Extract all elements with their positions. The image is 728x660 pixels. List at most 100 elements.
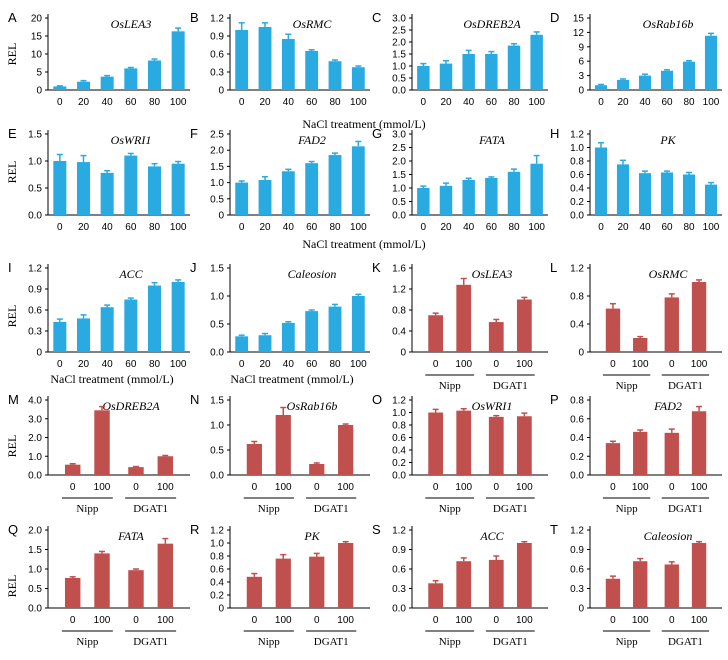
- x-tick-label: 0: [669, 482, 675, 493]
- panel-label: G: [372, 126, 382, 141]
- panel-label: I: [8, 260, 12, 275]
- panel-title: Caleosion: [288, 267, 337, 281]
- x-tick-label: 0: [598, 97, 604, 108]
- bar: [462, 54, 475, 90]
- y-tick-label: 0.0: [392, 211, 406, 222]
- bar: [171, 31, 185, 90]
- bar: [682, 174, 696, 215]
- x-tick-label: 0: [669, 359, 675, 370]
- panel-label: L: [550, 260, 557, 275]
- y-tick-label: 1.0: [28, 452, 42, 463]
- x-tick-label: 100: [350, 97, 367, 108]
- panel-label: Q: [8, 522, 18, 537]
- panel-b: B OsRMC 0 0.3 0.6 0.9 1.2 0 20 40 60 80 100: [190, 10, 370, 108]
- y-tick-label: 2.5: [210, 130, 224, 141]
- y-tick-label: 0.3: [392, 584, 406, 595]
- bar: [100, 76, 114, 90]
- bar: [53, 86, 67, 90]
- y-tick-label: 0.5: [210, 194, 224, 205]
- group-label: Nipp: [439, 380, 462, 392]
- bar: [258, 335, 272, 352]
- y-tick-label: 0.4: [570, 433, 584, 444]
- y-tick-label: 0.9: [210, 32, 224, 43]
- y-tick-label: 6: [578, 57, 584, 68]
- y-tick-label: 4.0: [28, 396, 42, 407]
- x-tick-label: 20: [259, 359, 271, 370]
- panel-title: OsLEA3: [472, 267, 513, 281]
- x-tick-label: 60: [125, 222, 137, 233]
- y-tick-label: 5: [36, 68, 42, 79]
- bar: [507, 45, 521, 90]
- y-tick-label: 0.9: [392, 545, 406, 556]
- x-tick-label: 100: [691, 359, 708, 370]
- x-tick-label: 0: [433, 482, 439, 493]
- x-tick-label: 0: [421, 97, 427, 108]
- panel-j: J Caleosion 0.0 0.5 1.0 1.5 0 20 40 60 80 100: [190, 260, 370, 370]
- y-tick-label: 1.2: [392, 285, 406, 296]
- x-tick-label: 20: [617, 97, 629, 108]
- bar: [64, 464, 81, 475]
- x-tick-label: 0: [610, 359, 616, 370]
- y-tick-label: 0.2: [570, 452, 584, 463]
- bar: [488, 322, 504, 352]
- bar: [328, 61, 342, 90]
- panel-label: S: [372, 522, 381, 537]
- y-tick-label: 1.5: [210, 162, 224, 173]
- y-tick-label: 1.5: [210, 264, 224, 275]
- bar: [94, 410, 110, 475]
- y-tick-label: 0.3: [28, 327, 42, 338]
- y-tick-label: 1.0: [392, 408, 406, 419]
- y-tick-label: 0.4: [392, 446, 406, 457]
- x-tick-label: 60: [306, 359, 318, 370]
- x-tick-label: 100: [157, 615, 174, 626]
- x-tick-label: 20: [617, 222, 629, 233]
- bar: [64, 577, 81, 608]
- x-tick-label: 80: [149, 97, 161, 108]
- panel-title: OsDREB2A: [463, 17, 521, 31]
- x-tick-label: 0: [70, 482, 76, 493]
- y-tick-label: 12: [573, 28, 585, 39]
- y-tick-label: 0.9: [570, 545, 584, 556]
- group-label: DGAT1: [133, 503, 168, 515]
- y-tick-label: 0.5: [392, 197, 406, 208]
- y-tick-label: 0.0: [570, 471, 584, 482]
- x-tick-label: 0: [70, 615, 76, 626]
- bar: [488, 559, 504, 608]
- bar: [53, 321, 67, 352]
- bar: [258, 180, 272, 215]
- bar: [76, 318, 91, 352]
- y-tick-label: 0.3: [570, 584, 584, 595]
- bar: [246, 444, 262, 475]
- x-tick-label: 0: [314, 615, 320, 626]
- bar: [428, 315, 444, 352]
- x-tick-label: 40: [102, 222, 114, 233]
- y-tick-label: 0.0: [392, 86, 406, 97]
- bar: [488, 416, 504, 475]
- y-tick-label: 1.2: [392, 526, 406, 537]
- y-tick-label: 0.0: [210, 471, 224, 482]
- x-tick-label: 0: [493, 615, 499, 626]
- x-tick-label: 80: [683, 222, 695, 233]
- bar: [351, 296, 365, 352]
- x-tick-label: 100: [94, 482, 111, 493]
- y-tick-label: 0: [36, 348, 42, 359]
- bar: [638, 173, 652, 215]
- x-tick-label: 0: [252, 482, 258, 493]
- y-tick-label: 0.6: [392, 433, 406, 444]
- panel-a: A OsLEA3 0 5 10 15 20 0 20 40 60 80 100: [8, 10, 190, 108]
- panel-label: O: [372, 392, 382, 407]
- row3-xlabel-j: NaCl treatment (mmol/L): [230, 372, 353, 386]
- bar: [275, 558, 291, 608]
- y-tick-label: 0: [218, 604, 224, 615]
- bar: [147, 166, 162, 215]
- bar: [281, 39, 295, 90]
- bar: [428, 412, 444, 475]
- x-tick-label: 20: [259, 222, 271, 233]
- bar: [53, 161, 67, 215]
- y-tick-label: 0.5: [28, 584, 42, 595]
- y-tick-label: 9: [578, 42, 584, 53]
- panel-title: FAD2: [653, 399, 682, 413]
- bar: [682, 61, 696, 90]
- y-tick-label: 1.2: [28, 264, 42, 275]
- y-tick-label: 1.0: [28, 565, 42, 576]
